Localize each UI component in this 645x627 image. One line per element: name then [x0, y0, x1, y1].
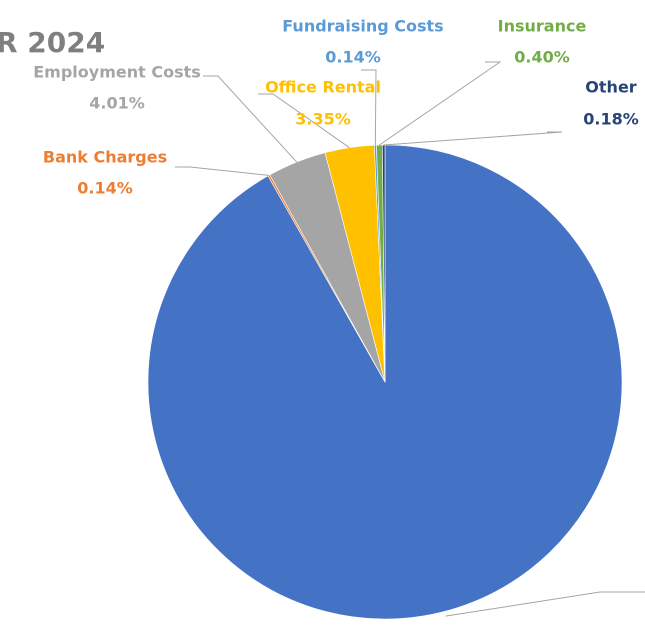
slice-value-label: 0.14% [77, 179, 133, 198]
leader-line [175, 166, 269, 176]
slice-value-label: 0.18% [583, 110, 639, 129]
slice-value-label: 0.14% [325, 48, 381, 67]
leader-line [379, 61, 502, 146]
leader-line [258, 93, 350, 149]
leader-line [383, 131, 563, 146]
slice-value-label: 0.40% [514, 48, 570, 67]
leader-line [361, 69, 377, 146]
slice-label: Other [585, 78, 636, 97]
slice-label: Bank Charges [43, 148, 167, 167]
slice-label: Insurance [498, 17, 587, 36]
slice-label: Employment Costs [33, 63, 201, 82]
slice-value-label: 4.01% [89, 94, 145, 113]
slice-label: Office Rental [265, 78, 381, 97]
slice-label: Fundraising Costs [282, 17, 443, 36]
leader-line [445, 591, 645, 617]
chart-title: R 2024 [0, 26, 105, 59]
leader-line [203, 75, 298, 163]
slice-value-label: 3.35% [295, 110, 351, 129]
